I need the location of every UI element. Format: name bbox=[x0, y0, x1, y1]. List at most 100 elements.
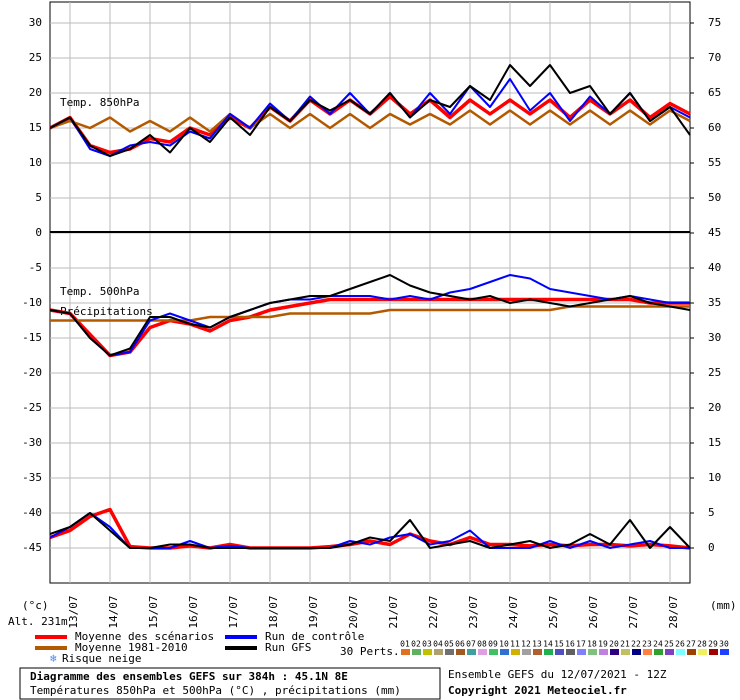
x-tick-label: 26/07 bbox=[587, 595, 600, 628]
y-tick-label: -45 bbox=[22, 541, 42, 554]
x-tick-label: 14/07 bbox=[107, 595, 120, 628]
pert-swatch bbox=[709, 649, 718, 655]
x-tick-label: 25/07 bbox=[547, 595, 560, 628]
series-line bbox=[49, 274, 691, 357]
y2-unit: (mm) bbox=[710, 599, 737, 612]
y2-tick-label: 50 bbox=[708, 191, 721, 204]
y2-tick-label: 40 bbox=[708, 261, 721, 274]
x-tick-label: 23/07 bbox=[467, 595, 480, 628]
y-tick-label: -15 bbox=[22, 331, 42, 344]
y2-tick-label: 35 bbox=[708, 296, 721, 309]
y-tick-label: 25 bbox=[29, 51, 42, 64]
pert-id: 03 bbox=[422, 640, 432, 649]
x-tick-label: 22/07 bbox=[427, 595, 440, 628]
x-tick-label: 28/07 bbox=[667, 595, 680, 628]
series-line bbox=[49, 512, 691, 549]
pert-id: 29 bbox=[708, 640, 718, 649]
pert-swatch bbox=[676, 649, 685, 655]
y2-tick-label: 55 bbox=[708, 156, 721, 169]
x-tick-label: 13/07 bbox=[67, 595, 80, 628]
series-line bbox=[49, 512, 690, 549]
pert-id: 09 bbox=[488, 640, 498, 649]
pert-id: 20 bbox=[609, 640, 619, 649]
y2-tick-label: 5 bbox=[708, 506, 715, 519]
series-line bbox=[49, 64, 691, 157]
legend-label: Risque neige bbox=[62, 652, 141, 665]
pert-id: 10 bbox=[499, 640, 509, 649]
legend-label: Run de contrôle bbox=[265, 630, 364, 643]
pert-swatch bbox=[478, 649, 487, 655]
pert-id: 11 bbox=[510, 640, 520, 649]
pert-swatch bbox=[434, 649, 443, 655]
pert-id: 12 bbox=[521, 640, 531, 649]
pert-id: 18 bbox=[587, 640, 597, 649]
pert-id: 15 bbox=[554, 640, 564, 649]
pert-id: 22 bbox=[631, 640, 641, 649]
pert-swatch bbox=[533, 649, 542, 655]
pert-id: 01 bbox=[400, 640, 410, 649]
panel-label: Temp. 850hPa bbox=[60, 96, 139, 109]
pert-id: 14 bbox=[543, 640, 553, 649]
copyright: Copyright 2021 Meteociel.fr bbox=[448, 684, 627, 697]
pert-swatch bbox=[610, 649, 619, 655]
pert-id: 08 bbox=[477, 640, 487, 649]
pert-id: 04 bbox=[433, 640, 443, 649]
pert-id: 06 bbox=[455, 640, 465, 649]
y-tick-label: -5 bbox=[29, 261, 42, 274]
pert-id: 28 bbox=[697, 640, 707, 649]
y-tick-label: 0 bbox=[35, 226, 42, 239]
pert-swatch bbox=[698, 649, 707, 655]
pert-swatch bbox=[643, 649, 652, 655]
title-box bbox=[19, 667, 441, 700]
series-line bbox=[49, 297, 690, 358]
pert-id: 05 bbox=[444, 640, 454, 649]
pert-swatch bbox=[412, 649, 421, 655]
y2-tick-label: 15 bbox=[708, 436, 721, 449]
pert-id: 26 bbox=[675, 640, 685, 649]
y-tick-label: 20 bbox=[29, 86, 42, 99]
pert-id: 23 bbox=[642, 640, 652, 649]
pert-swatch bbox=[467, 649, 476, 655]
pert-swatch bbox=[599, 649, 608, 655]
x-tick-label: 16/07 bbox=[187, 595, 200, 628]
subtitle: Températures 850hPa et 500hPa (°C) , pré… bbox=[30, 684, 401, 697]
y2-tick-label: 30 bbox=[708, 331, 721, 344]
y2-tick-label: 75 bbox=[708, 16, 721, 29]
pert-swatch bbox=[522, 649, 531, 655]
pert-id: 21 bbox=[620, 640, 630, 649]
legend-label: Moyenne des scénarios bbox=[75, 630, 214, 643]
pert-swatch bbox=[500, 649, 509, 655]
pert-id: 07 bbox=[466, 640, 476, 649]
x-tick-label: 20/07 bbox=[347, 595, 360, 628]
x-tick-label: 15/07 bbox=[147, 595, 160, 628]
y-tick-label: 15 bbox=[29, 121, 42, 134]
y-unit: (°c) bbox=[22, 599, 49, 612]
y-tick-label: -10 bbox=[22, 296, 42, 309]
pert-id: 25 bbox=[664, 640, 674, 649]
series-line bbox=[50, 305, 690, 322]
y-tick-label: -30 bbox=[22, 436, 42, 449]
x-tick-label: 21/07 bbox=[387, 595, 400, 628]
pert-swatch bbox=[401, 649, 410, 655]
pert-swatch bbox=[445, 649, 454, 655]
pert-swatch bbox=[489, 649, 498, 655]
y-tick-label: 5 bbox=[35, 191, 42, 204]
y2-tick-label: 10 bbox=[708, 471, 721, 484]
y-tick-label: -20 bbox=[22, 366, 42, 379]
x-tick-label: 24/07 bbox=[507, 595, 520, 628]
series-line bbox=[49, 109, 691, 133]
y2-tick-label: 0 bbox=[708, 541, 715, 554]
plot-frame bbox=[49, 1, 691, 584]
pert-swatch bbox=[544, 649, 553, 655]
pert-swatch bbox=[423, 649, 432, 655]
x-tick-label: 18/07 bbox=[267, 595, 280, 628]
pert-id: 30 bbox=[719, 640, 729, 649]
y-tick-label: -25 bbox=[22, 401, 42, 414]
y-tick-label: 30 bbox=[29, 16, 42, 29]
y-tick-label: 10 bbox=[29, 156, 42, 169]
x-tick-label: 27/07 bbox=[627, 595, 640, 628]
pert-swatch bbox=[654, 649, 663, 655]
pert-id: 27 bbox=[686, 640, 696, 649]
y2-tick-label: 45 bbox=[708, 226, 721, 239]
